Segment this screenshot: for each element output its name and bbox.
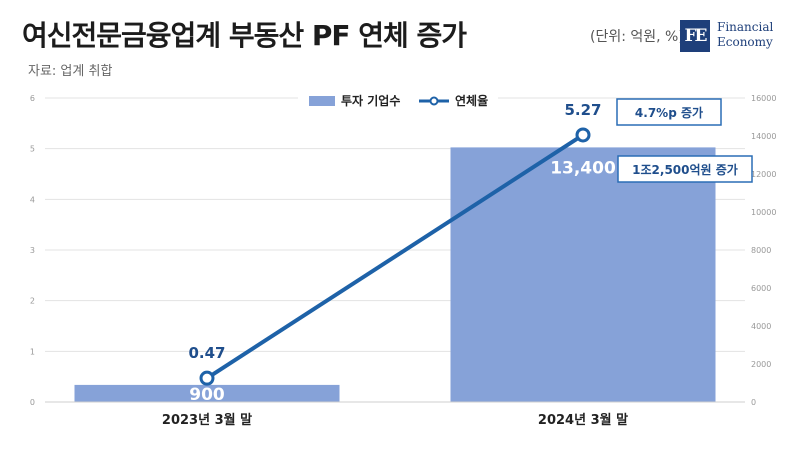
y-right-tick-label: 6000: [751, 284, 771, 293]
annotation-box: [617, 155, 753, 183]
logo-line-1: Financial: [717, 20, 774, 34]
y-left-tick-label: 2: [30, 297, 35, 306]
y-left-tick-label: 4: [30, 195, 35, 204]
y-right-tick-label: 4000: [751, 322, 771, 331]
bar-value-label: 13,400: [550, 158, 616, 178]
logo-mark: FE: [680, 20, 710, 52]
y-right-tick-label: 10000: [751, 208, 776, 217]
line-value-label: 5.27: [564, 101, 601, 119]
y-right-tick-label: 8000: [751, 246, 771, 255]
logo-wordmark: Financial Economy: [717, 20, 797, 50]
source-label: 자료: 업계 취합: [28, 64, 113, 79]
x-tick-label: 2023년 3월 말: [162, 412, 252, 428]
line-series: [205, 133, 585, 380]
x-tick-label: 2024년 3월 말: [538, 412, 628, 428]
y-left-tick-label: 0: [30, 398, 35, 407]
y-left-tick-label: 3: [30, 246, 35, 255]
annotation-box: [616, 98, 722, 126]
line-point: [575, 127, 591, 143]
bar: [74, 384, 340, 402]
y-right-tick-label: 14000: [751, 132, 776, 141]
annotation-label: 4.7%p 증가: [635, 105, 703, 120]
chart-title: 여신전문금융업계 부동산 PF 연체 증가: [22, 19, 467, 52]
y-right-tick-label: 16000: [751, 94, 776, 103]
y-right-tick-label: 2000: [751, 360, 771, 369]
logo-line-2: Economy: [717, 35, 773, 49]
legend-label-line: 연체율: [455, 93, 488, 108]
bar-value-label: 900: [189, 385, 225, 405]
legend-swatch-marker: [429, 96, 439, 106]
line-value-label: 0.47: [188, 344, 225, 362]
y-right-tick-label: 0: [751, 398, 756, 407]
annotation-label: 1조2,500억원 증가: [632, 162, 738, 177]
unit-label: (단위: 억원, %): [590, 29, 684, 45]
line-point: [199, 370, 215, 386]
y-right-tick-label: 12000: [751, 170, 776, 179]
legend-label-bar: 투자 기업수: [341, 93, 400, 108]
y-left-tick-label: 5: [30, 145, 35, 154]
y-left-tick-label: 6: [30, 94, 35, 103]
y-left-tick-label: 1: [30, 347, 35, 356]
bar: [450, 147, 716, 402]
legend-swatch-bar: [309, 96, 335, 106]
